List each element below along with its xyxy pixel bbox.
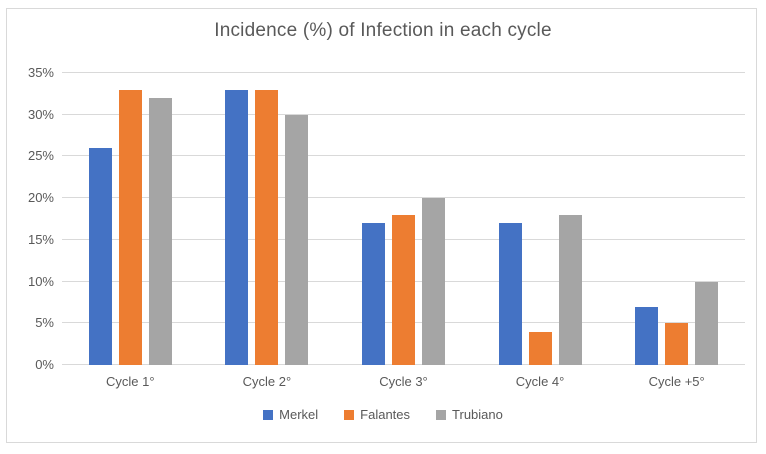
- bar-trubiano: [421, 198, 445, 365]
- bar-merkel: [88, 148, 112, 365]
- legend-item-falantes: Falantes: [344, 407, 410, 422]
- legend-label: Trubiano: [452, 407, 503, 422]
- plot-groups: [62, 73, 745, 365]
- plot-area: [62, 72, 745, 365]
- gridline: [62, 113, 745, 115]
- bar-falantes: [118, 89, 142, 365]
- bar-trubiano: [148, 98, 172, 365]
- y-tick-label: 15%: [27, 231, 54, 247]
- legend-item-merkel: Merkel: [263, 407, 318, 422]
- bar-trubiano: [285, 114, 309, 365]
- bar-group: [199, 73, 336, 365]
- x-tick-label: Cycle 1°: [106, 374, 155, 389]
- gridline: [62, 197, 745, 199]
- x-axis: Cycle 1° Cycle 2° Cycle 3° Cycle 4° Cycle +5…: [62, 374, 745, 389]
- bar-group: [335, 73, 472, 365]
- y-tick-label: 20%: [27, 190, 54, 206]
- x-tick-label: Cycle 3°: [379, 374, 428, 389]
- bar-group: [472, 73, 609, 365]
- bar-merkel: [361, 223, 385, 365]
- bar-merkel: [635, 306, 659, 365]
- bar-falantes: [665, 323, 689, 365]
- bar-falantes: [255, 89, 279, 365]
- y-axis: 0% 5% 10% 15% 20% 25% 30% 35%: [0, 65, 54, 372]
- gridline: [62, 155, 745, 157]
- chart-title: Incidence (%) of Infection in each cycle: [214, 20, 552, 41]
- legend-label: Merkel: [279, 407, 319, 422]
- x-tick-label: Cycle +5°: [648, 374, 705, 389]
- bar-group: [62, 73, 199, 365]
- y-tick-label: 25%: [27, 148, 54, 164]
- bar-falantes: [528, 331, 552, 365]
- x-tick-label: Cycle 2°: [242, 374, 292, 389]
- y-tick-label: 0%: [35, 357, 54, 372]
- y-tick-label: 30%: [27, 106, 54, 122]
- bar-group: [608, 73, 745, 365]
- y-tick-label: 35%: [27, 65, 54, 80]
- legend: Merkel Falantes Trubiano: [0, 407, 766, 422]
- bar-trubiano: [558, 214, 582, 365]
- gridline: [62, 72, 745, 73]
- legend-swatch-icon: [436, 409, 447, 420]
- legend-label: Falantes: [360, 407, 411, 422]
- x-tick-label: Cycle 4°: [515, 374, 565, 389]
- legend-swatch-icon: [344, 409, 355, 420]
- y-tick-label: 5%: [35, 315, 54, 331]
- legend-item-trubiano: Trubiano: [436, 407, 503, 422]
- legend-swatch-icon: [263, 409, 274, 420]
- bar-merkel: [225, 89, 249, 365]
- y-tick-label: 10%: [27, 273, 54, 289]
- bar-falantes: [391, 214, 415, 365]
- bar-trubiano: [695, 281, 719, 365]
- bar-merkel: [498, 223, 522, 365]
